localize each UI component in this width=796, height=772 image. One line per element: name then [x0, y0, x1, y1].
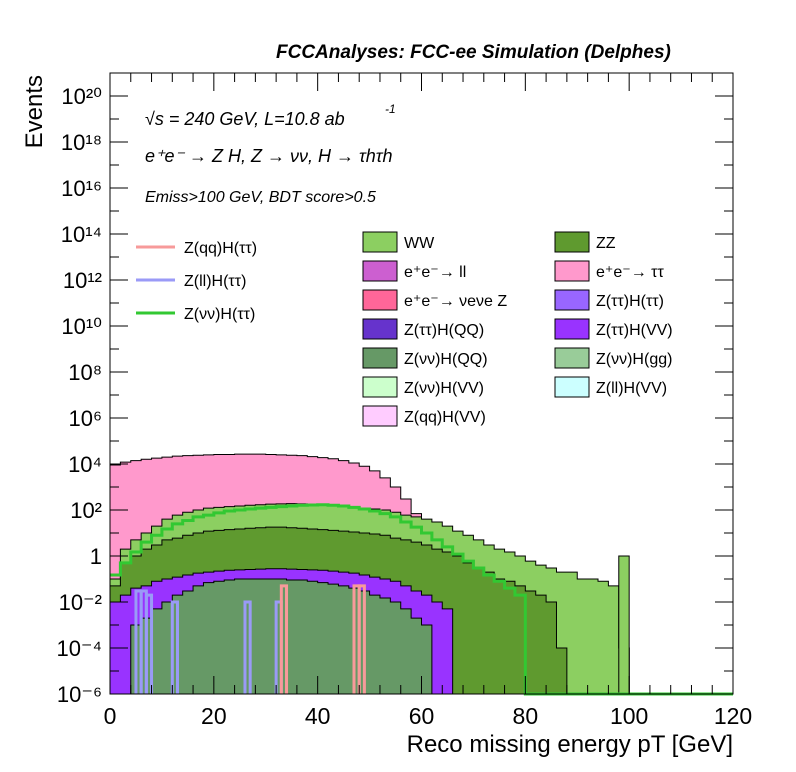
y-tick-label: 10⁻⁶: [57, 682, 102, 707]
y-tick-label: 10²⁰: [61, 84, 102, 109]
legend-fill-swatch: [554, 347, 590, 369]
legend-fill-label: Z(νν)H(gg): [596, 351, 672, 368]
x-tick-label: 80: [513, 703, 539, 729]
hist-extra-bin: [618, 555, 630, 695]
y-tick-label: 10¹⁰: [61, 314, 102, 339]
legend-fill-label: Z(ll)H(VV): [596, 380, 667, 397]
legend-fill-label: e⁺e⁻→ ll: [404, 264, 466, 281]
legend-fill-label: e⁺e⁻→ νeνe Z: [404, 293, 507, 310]
chart-header: FCCAnalyses: FCC-ee Simulation (Delphes): [276, 42, 671, 63]
legend-fill-swatch: [554, 231, 590, 253]
y-tick-label: 10⁻⁴: [56, 636, 102, 661]
legend-fill-label: ZZ: [596, 235, 616, 252]
legend-fill-label: WW: [404, 235, 435, 252]
y-tick-label: 10¹⁸: [61, 130, 102, 155]
x-tick-label: 40: [305, 703, 331, 729]
legend-fill-swatch: [554, 318, 590, 340]
legend-fill-swatch: [554, 376, 590, 398]
legend-fill-label: Z(ττ)H(VV): [596, 322, 673, 339]
energy-lumi-text: √s = 240 GeV, L=10.8 ab: [145, 109, 345, 129]
y-tick-label: 1: [90, 544, 102, 569]
legend-line-label: Z(ll)H(ττ): [184, 273, 246, 290]
legend-fill-swatch: [362, 405, 398, 427]
y-tick-label: 10¹⁶: [61, 176, 102, 201]
legend-fill-label: Z(qq)H(VV): [404, 409, 486, 426]
y-tick-label: 10⁶: [68, 406, 102, 431]
x-axis-label: Reco missing energy pT [GeV]: [407, 731, 733, 758]
hist-spike-2-2: [357, 584, 366, 694]
legend-fill-label: Z(ττ)H(ττ): [596, 293, 664, 310]
x-tick-label: 20: [201, 703, 227, 729]
legend-line-label: Z(νν)H(ττ): [184, 306, 255, 323]
legend-fill-swatch: [362, 347, 398, 369]
y-tick-label: 10¹⁴: [61, 222, 102, 247]
y-axis-label: Events: [21, 75, 48, 148]
y-tick-label: 10⁸: [68, 360, 102, 385]
selection-text: Emiss>100 GeV, BDT score>0.5: [145, 189, 376, 206]
legend-fill-swatch: [554, 260, 590, 282]
y-tick-label: 10⁻²: [59, 590, 102, 615]
hist-spike-1-4: [243, 600, 252, 694]
y-tick-label: 10¹²: [63, 268, 102, 293]
legend-fill-swatch: [554, 289, 590, 311]
process-text: e⁺e⁻ → Z H, Z → νν, H → τhτh: [145, 146, 393, 166]
hist-spike-1-2: [144, 593, 154, 694]
legend-fill-swatch: [362, 289, 398, 311]
legend-fill-swatch: [362, 376, 398, 398]
energy-lumi-sup: -1: [385, 102, 396, 116]
legend-fill-label: Z(νν)H(VV): [404, 380, 484, 397]
hist-spike-2-0: [279, 584, 289, 694]
legend-fill-swatch: [362, 318, 398, 340]
legend-fill-label: e⁺e⁻→ ττ: [596, 264, 664, 281]
legend-fill-label: Z(νν)H(QQ): [404, 351, 488, 368]
hist-spike-1-3: [170, 600, 179, 694]
y-tick-label: 10⁴: [68, 452, 102, 477]
x-tick-label: 60: [409, 703, 435, 729]
y-tick-label: 10²: [70, 498, 102, 523]
legend-fill-swatch: [362, 231, 398, 253]
legend-fill-swatch: [362, 260, 398, 282]
x-tick-label: 0: [104, 703, 117, 729]
x-tick-label: 120: [714, 703, 752, 729]
legend-fill-label: Z(ττ)H(QQ): [404, 322, 484, 339]
legend-line-label: Z(qq)H(ττ): [184, 240, 257, 257]
x-tick-label: 100: [610, 703, 648, 729]
